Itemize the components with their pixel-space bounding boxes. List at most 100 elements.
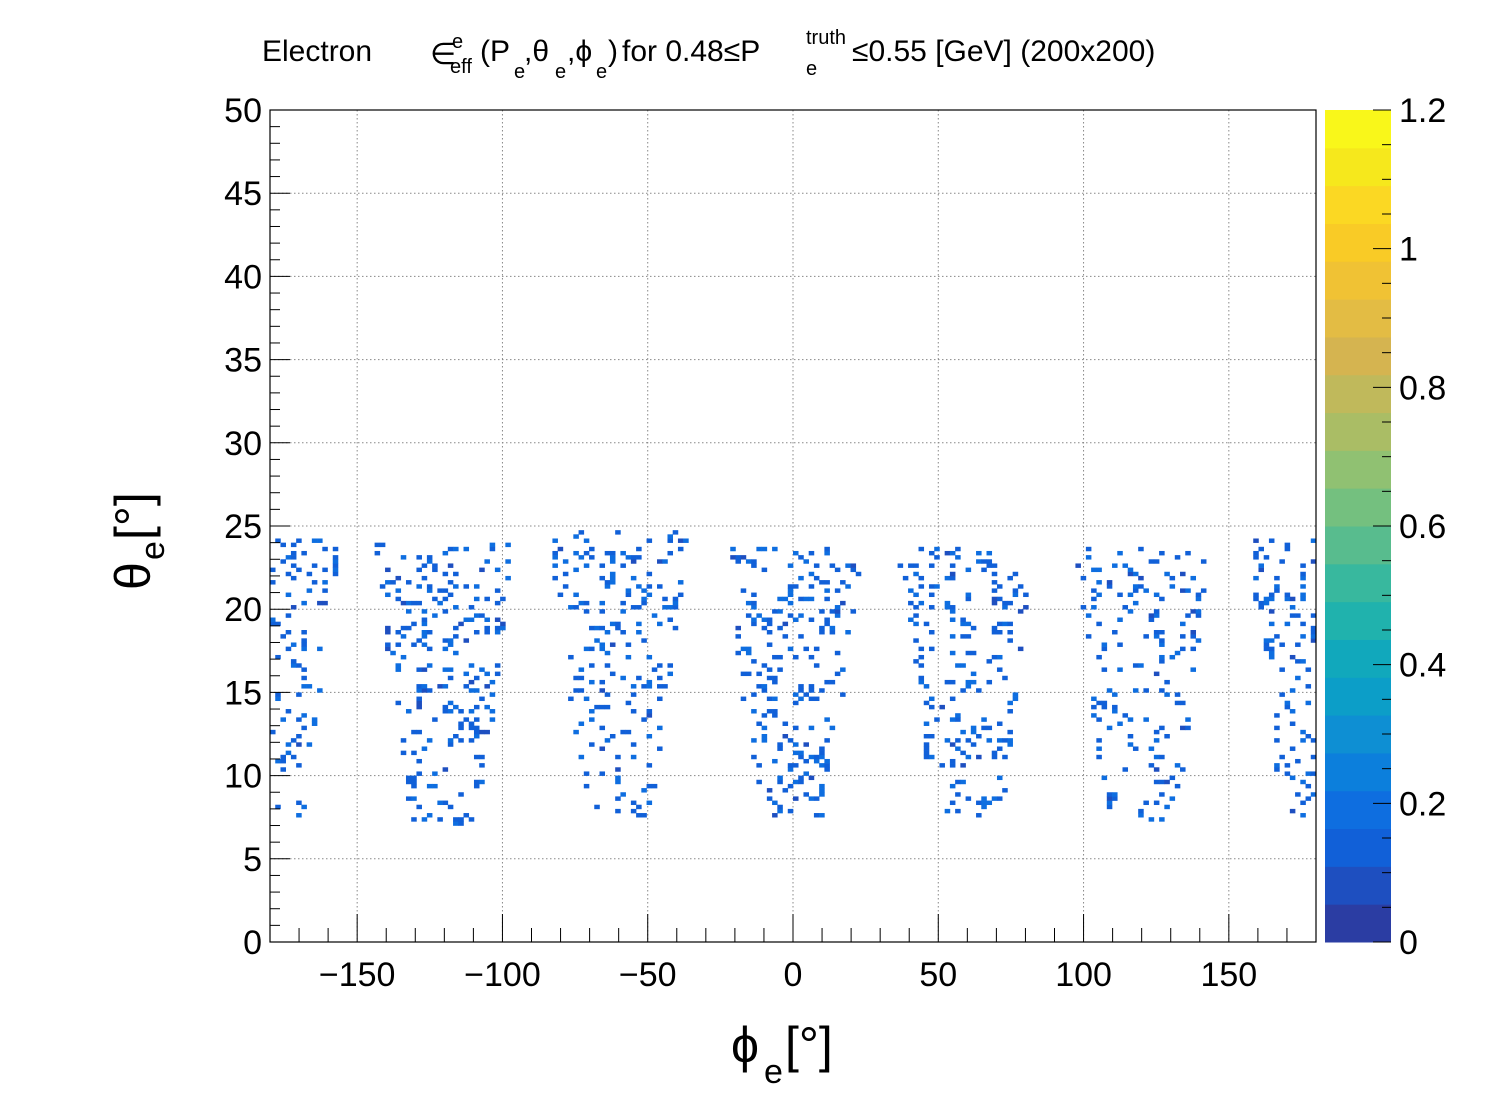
heatmap-cell bbox=[756, 763, 762, 768]
heatmap-cell bbox=[599, 688, 606, 693]
heatmap-cell bbox=[766, 630, 773, 635]
heatmap-cell bbox=[955, 713, 961, 718]
title-range-tail: ≤0.55 [GeV] (200x200) bbox=[852, 35, 1155, 68]
title-args-open: (P bbox=[480, 35, 510, 68]
heatmap-cell bbox=[280, 754, 286, 760]
heatmap-cell bbox=[918, 663, 925, 668]
heatmap-cell bbox=[824, 767, 830, 772]
heatmap-cell bbox=[677, 546, 684, 552]
heatmap-cell bbox=[834, 567, 841, 573]
x-tick-label: −50 bbox=[619, 956, 677, 994]
heatmap-cell bbox=[473, 630, 480, 635]
heatmap-cell bbox=[322, 567, 328, 573]
heatmap-cell bbox=[1132, 688, 1139, 693]
heatmap-cell bbox=[1106, 796, 1113, 801]
heatmap-cell bbox=[270, 567, 276, 573]
heatmap-cell bbox=[819, 746, 825, 751]
heatmap-cell bbox=[620, 609, 626, 614]
heatmap-cell bbox=[395, 667, 402, 672]
heatmap-cell bbox=[421, 642, 428, 647]
heatmap-cell bbox=[829, 630, 836, 635]
heatmap-cell bbox=[301, 667, 307, 672]
heatmap-cell bbox=[442, 709, 449, 714]
heatmap-cell bbox=[1180, 767, 1186, 772]
heatmap-cell bbox=[379, 542, 386, 548]
heatmap-cell bbox=[1106, 800, 1113, 806]
color-bar-segment bbox=[1325, 526, 1391, 565]
heatmap-cell bbox=[641, 600, 647, 606]
heatmap-cell bbox=[657, 663, 663, 668]
heatmap-cell bbox=[583, 550, 590, 556]
heatmap-cell bbox=[845, 563, 851, 568]
heatmap-cell bbox=[735, 634, 741, 639]
heatmap-cell bbox=[390, 580, 396, 585]
y-tick-label: 0 bbox=[243, 924, 262, 962]
heatmap-cell bbox=[960, 617, 966, 622]
heatmap-cell bbox=[897, 563, 904, 568]
heatmap-cell bbox=[1091, 704, 1097, 710]
heatmap-cell bbox=[1185, 613, 1191, 618]
heatmap-cell bbox=[463, 617, 470, 622]
heatmap-cell bbox=[1310, 613, 1317, 618]
heatmap-cell bbox=[1190, 575, 1197, 581]
y-tick-label: 25 bbox=[224, 508, 262, 546]
heatmap-cell bbox=[494, 600, 501, 606]
heatmap-cell bbox=[641, 813, 647, 818]
heatmap-cell bbox=[484, 630, 490, 635]
heatmap-cell bbox=[745, 613, 752, 618]
heatmap-cell bbox=[442, 588, 449, 593]
heatmap-cell bbox=[468, 605, 475, 610]
heatmap-cell bbox=[751, 617, 757, 622]
heatmap-cell bbox=[442, 571, 449, 577]
heatmap-cell bbox=[756, 721, 762, 726]
heatmap-cell bbox=[578, 667, 585, 672]
heatmap-cell bbox=[976, 688, 982, 693]
heatmap-cell bbox=[991, 750, 998, 756]
heatmap-cell bbox=[317, 600, 323, 606]
heatmap-cell bbox=[939, 763, 945, 768]
heatmap-cell bbox=[583, 771, 590, 776]
heatmap-cell bbox=[1153, 729, 1160, 735]
heatmap-cell bbox=[290, 642, 297, 647]
heatmap-cell bbox=[662, 684, 668, 689]
heatmap-cell bbox=[468, 725, 475, 731]
heatmap-cell bbox=[1101, 642, 1108, 647]
heatmap-cell bbox=[463, 813, 470, 818]
heatmap-cell bbox=[782, 634, 789, 639]
heatmap-cell bbox=[1023, 592, 1029, 598]
heatmap-cell bbox=[834, 613, 841, 618]
heatmap-cell bbox=[798, 684, 804, 689]
heatmap-cell bbox=[1117, 642, 1123, 647]
heatmap-cell bbox=[772, 758, 778, 764]
heatmap-cell bbox=[955, 746, 961, 751]
heatmap-cell bbox=[458, 738, 464, 743]
heatmap-cell bbox=[834, 588, 841, 593]
heatmap-cell bbox=[677, 580, 684, 585]
heatmap-cell bbox=[1101, 667, 1108, 672]
heatmap-cell bbox=[421, 617, 428, 622]
heatmap-cell bbox=[1263, 596, 1270, 602]
heatmap-cell bbox=[416, 667, 422, 672]
heatmap-cell bbox=[437, 817, 443, 822]
heatmap-cell bbox=[808, 654, 815, 660]
heatmap-cell bbox=[479, 613, 485, 618]
heatmap-cell bbox=[301, 684, 307, 689]
chart-title: Electron ∈ e eff (P e ,θ e ,ϕ e ) for 0.… bbox=[262, 27, 1155, 83]
heatmap-cell bbox=[777, 667, 783, 672]
heatmap-cell bbox=[442, 609, 449, 614]
heatmap-cell bbox=[651, 667, 658, 672]
heatmap-cell bbox=[1112, 563, 1118, 568]
heatmap-cell bbox=[829, 609, 836, 614]
heatmap-cell bbox=[819, 609, 825, 614]
heatmap-cell bbox=[458, 817, 464, 822]
heatmap-cell bbox=[317, 646, 323, 652]
heatmap-cell bbox=[965, 796, 972, 801]
heatmap-cell bbox=[583, 783, 590, 789]
heatmap-cell bbox=[813, 575, 820, 581]
heatmap-cell bbox=[1274, 763, 1280, 768]
heatmap-cell bbox=[1174, 650, 1181, 656]
heatmap-cell bbox=[1096, 700, 1102, 706]
heatmap-cell bbox=[494, 663, 501, 668]
heatmap-cell bbox=[1153, 800, 1160, 806]
heatmap-cell bbox=[625, 555, 632, 560]
